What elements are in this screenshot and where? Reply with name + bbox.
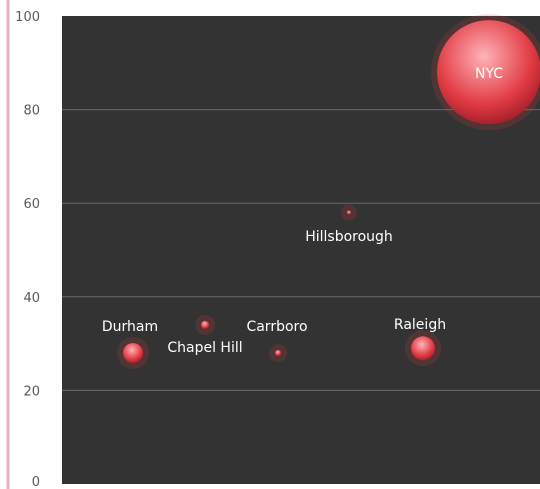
y-tick-label: 40 bbox=[23, 291, 40, 306]
y-tick-label: 60 bbox=[23, 197, 40, 212]
bubble-label: NYC bbox=[475, 66, 503, 82]
y-tick-label: 100 bbox=[15, 10, 40, 25]
bubble-label: Raleigh bbox=[394, 317, 446, 333]
bubble-label: Chapel Hill bbox=[167, 340, 242, 356]
bubble-label: Hillsborough bbox=[305, 229, 393, 245]
bubble-nyc[interactable] bbox=[437, 20, 540, 125]
bubble-durham[interactable] bbox=[123, 342, 143, 363]
y-axis-ticks: 0 20 40 60 80 100 bbox=[15, 10, 40, 489]
y-tick-label: 20 bbox=[23, 384, 40, 399]
y-tick-label: 0 bbox=[32, 475, 40, 489]
bubble-chapel-hill[interactable] bbox=[201, 320, 209, 329]
bubble-carrboro[interactable] bbox=[275, 349, 281, 356]
bubble-hillsborough[interactable] bbox=[347, 210, 351, 215]
y-tick-label: 80 bbox=[23, 104, 40, 119]
bubbles bbox=[117, 14, 540, 369]
bubble-label: Durham bbox=[102, 319, 158, 335]
bubble-label: Carrboro bbox=[246, 319, 307, 335]
bubble-raleigh[interactable] bbox=[411, 336, 435, 361]
